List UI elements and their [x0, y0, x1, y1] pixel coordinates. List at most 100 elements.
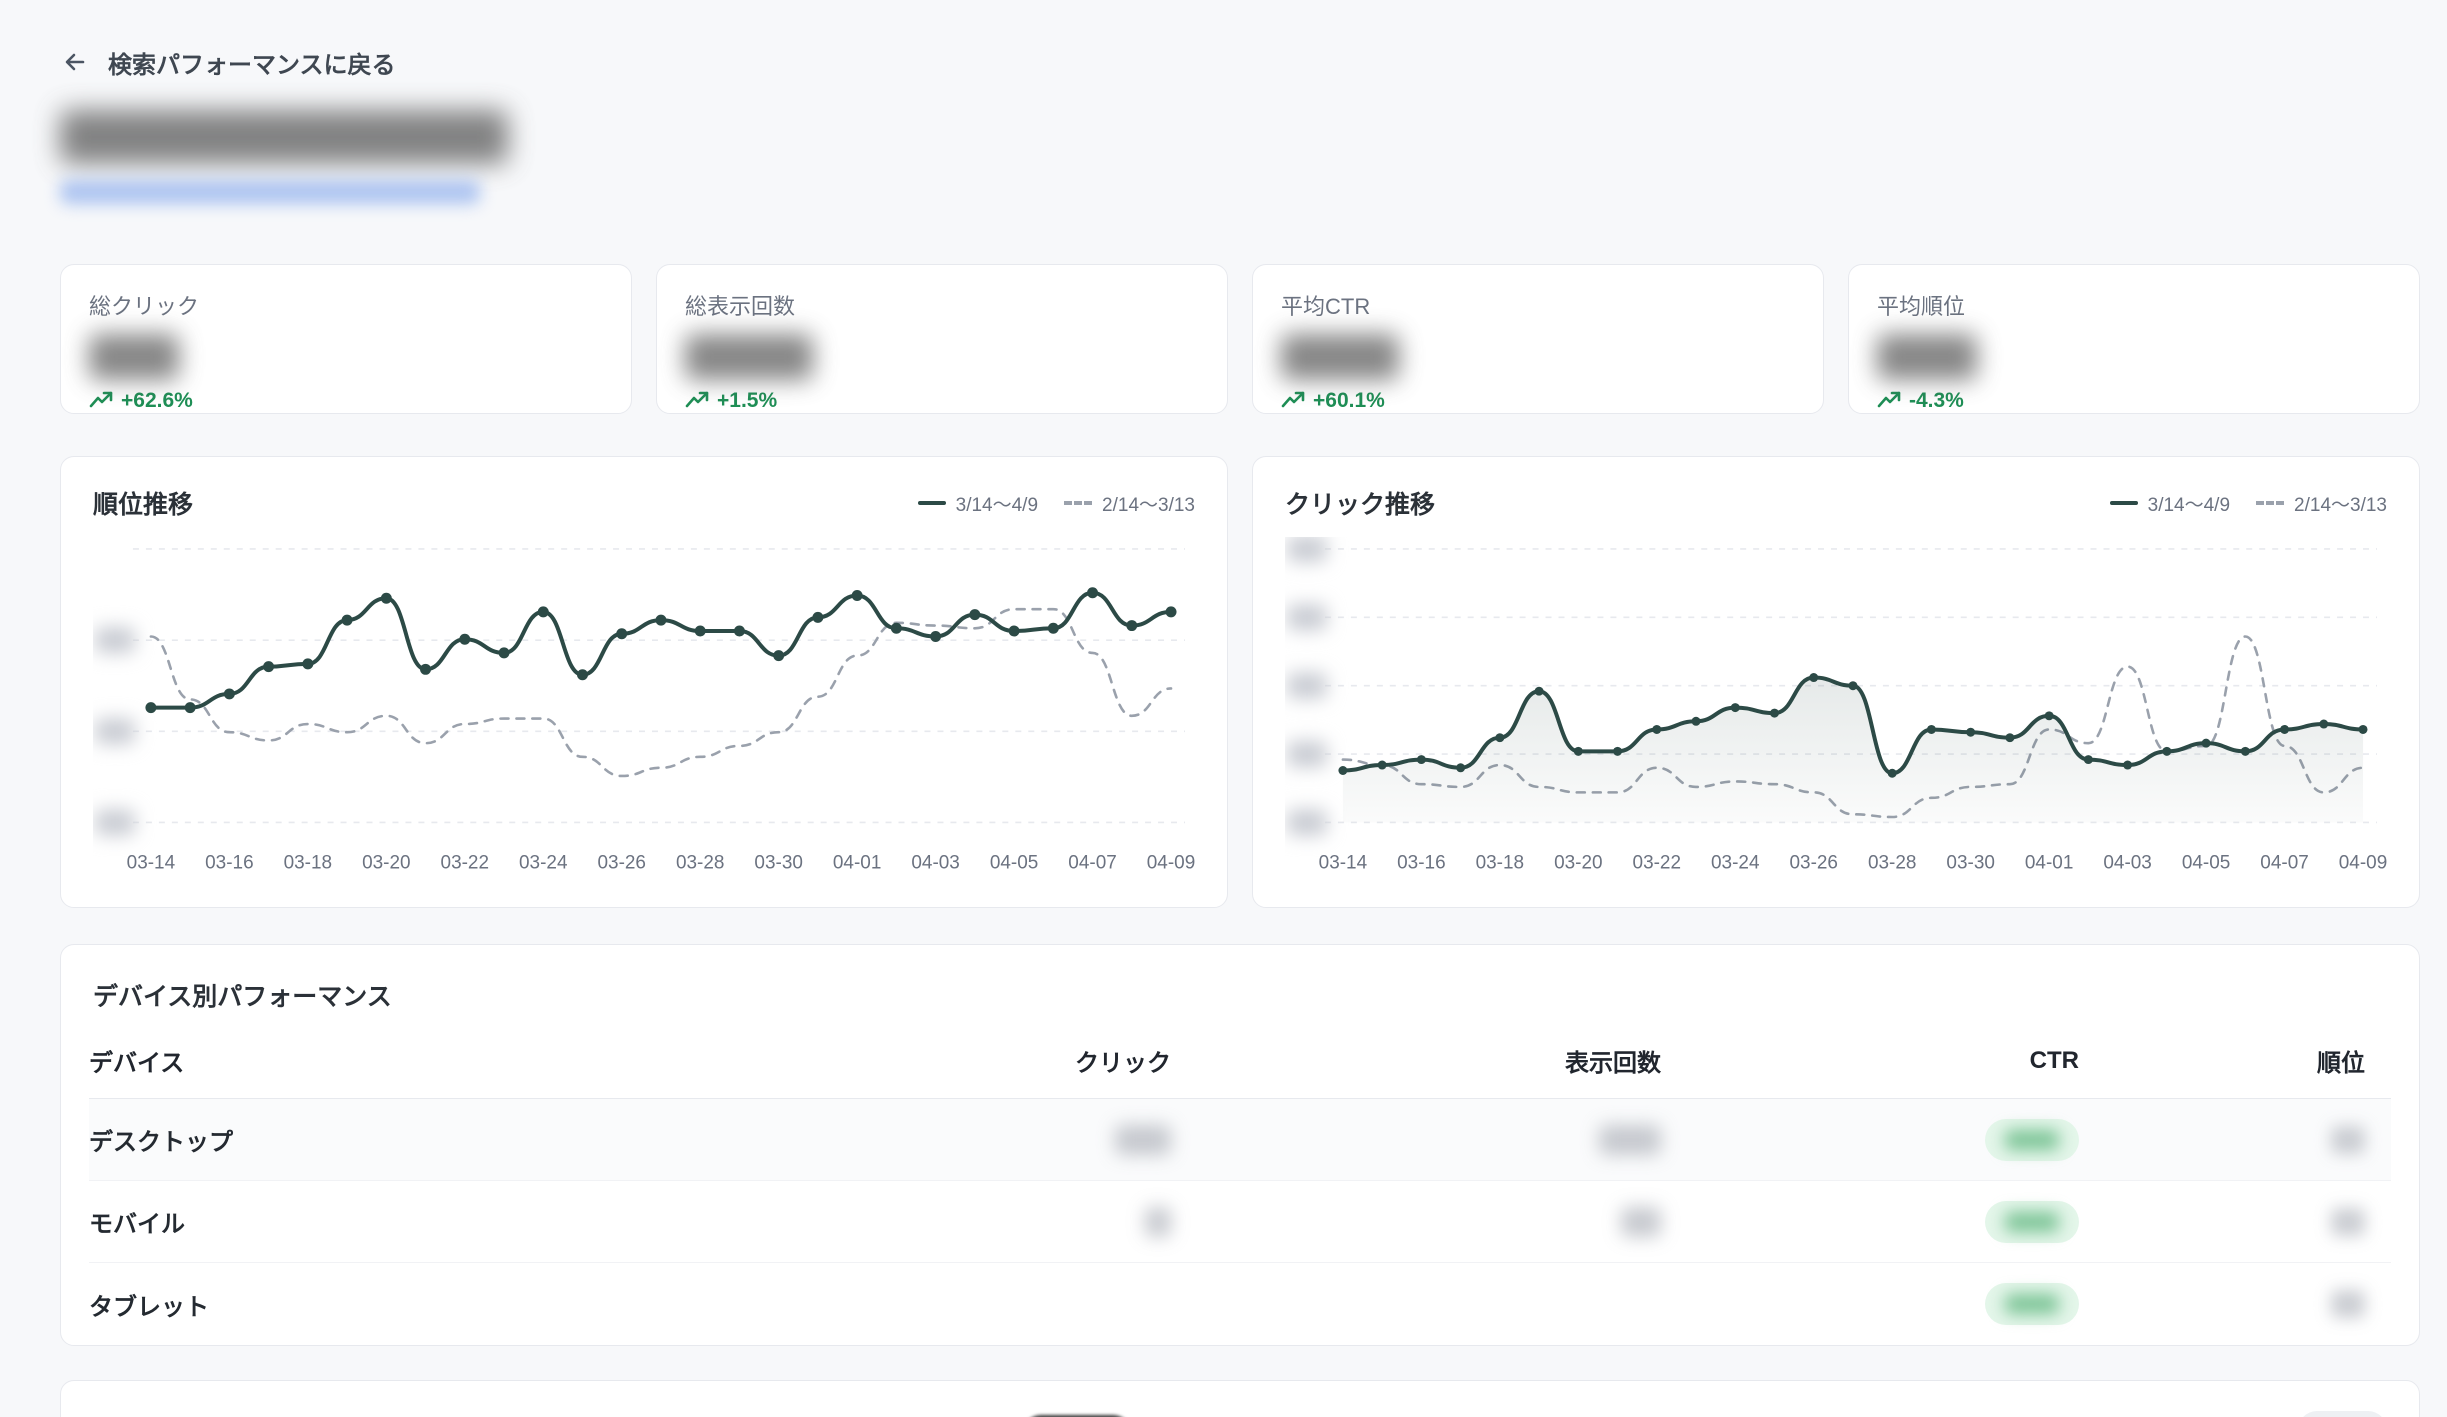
svg-text:03-24: 03-24: [519, 852, 567, 873]
impressions-value-redacted: [1621, 1206, 1661, 1237]
svg-text:03-30: 03-30: [1946, 852, 1994, 873]
svg-text:03-22: 03-22: [1633, 852, 1681, 873]
trending-up-icon: [89, 391, 113, 408]
svg-text:03-20: 03-20: [1554, 852, 1602, 873]
charts-row: 順位推移 3/14〜4/9 2/14〜3/13 03-14 03-16 03-18 0…: [60, 456, 2420, 908]
svg-text:04-01: 04-01: [833, 852, 881, 873]
page-title-redacted: [60, 110, 508, 164]
svg-text:03-30: 03-30: [754, 852, 802, 873]
svg-text:04-07: 04-07: [1068, 852, 1116, 873]
svg-text:03-20: 03-20: [362, 852, 410, 873]
rank-value-redacted: [2331, 1207, 2365, 1236]
legend-solid-line-swatch: [917, 501, 946, 505]
back-link[interactable]: 検索パフォーマンスに戻る: [60, 0, 2420, 82]
y-axis-label-redacted: [1287, 809, 1327, 836]
chart-title: クリック推移: [1285, 491, 1436, 519]
stat-change: -4.3%: [1877, 389, 2391, 413]
stat-change: +60.1%: [1281, 389, 1795, 413]
stat-change-value: +60.1%: [1313, 389, 1385, 412]
col-header-rank: 順位: [2317, 1050, 2365, 1077]
stat-value-redacted: [1877, 334, 1977, 380]
y-axis-label-redacted: [95, 627, 135, 654]
trending-up-icon: [1281, 391, 1305, 408]
device-label: デスクトップ: [89, 1129, 233, 1156]
svg-text:04-09: 04-09: [2339, 852, 2387, 873]
col-header-impressions: 表示回数: [1565, 1050, 1661, 1077]
svg-text:03-24: 03-24: [1711, 852, 1759, 873]
device-performance-title: デバイス別パフォーマンス: [93, 983, 392, 1011]
chart-legend: 3/14〜4/9 2/14〜3/13: [917, 490, 1195, 517]
stat-cards-row: 総クリック +62.6% 総表示回数 +1.5% 平均CTR +60.1%: [60, 264, 2420, 414]
stat-card-average-rank: 平均順位 -4.3%: [1848, 264, 2420, 414]
svg-text:03-14: 03-14: [1319, 852, 1367, 873]
stat-change-value: +62.6%: [121, 389, 193, 412]
legend-label-previous: 2/14〜3/13: [2294, 494, 2387, 516]
device-performance-card: デバイス別パフォーマンス デバイス クリック 表示回数 CTR 順位 デスクトッ…: [60, 944, 2420, 1346]
svg-text:03-18: 03-18: [284, 852, 332, 873]
svg-text:03-14: 03-14: [127, 852, 175, 873]
y-axis-label-redacted: [95, 718, 135, 745]
ctr-value-redacted: [2005, 1129, 2059, 1150]
table-row-tablet[interactable]: タブレット: [89, 1263, 2391, 1345]
y-axis-label-redacted: [95, 809, 135, 836]
stat-value-redacted: [1281, 334, 1399, 380]
rank-value-redacted: [2331, 1125, 2365, 1154]
col-header-device: デバイス: [89, 1050, 185, 1077]
svg-text:03-26: 03-26: [597, 852, 645, 873]
clicks-value-redacted: [1145, 1206, 1171, 1237]
legend-label-current: 3/14〜4/9: [2147, 494, 2231, 516]
stat-label: 平均順位: [1877, 294, 1966, 319]
redacted-pill: [1023, 1415, 1131, 1417]
line-chart-svg: 03-14 03-16 03-18 03-20 03-22 03-24 03-26 03-28…: [1287, 537, 2387, 873]
page-url-link-redacted[interactable]: [60, 180, 480, 204]
stat-change-value: +1.5%: [717, 389, 778, 412]
keyword-count-badge: 102件: [2297, 1411, 2387, 1417]
ctr-value-redacted: [2005, 1294, 2059, 1314]
stat-label: 平均CTR: [1281, 294, 1371, 319]
arrow-left-icon: [65, 53, 85, 71]
svg-text:04-01: 04-01: [2025, 852, 2073, 873]
legend-dashed-line-swatch: [2256, 501, 2285, 505]
line-chart-svg: 03-14 03-16 03-18 03-20 03-22 03-24 03-26 03-28…: [95, 548, 1195, 873]
svg-text:04-05: 04-05: [990, 852, 1038, 873]
stat-change: +1.5%: [685, 389, 1199, 413]
clicks-value-redacted: [1115, 1124, 1171, 1155]
chart-title: 順位推移: [93, 491, 194, 519]
svg-text:04-09: 04-09: [1147, 852, 1195, 873]
click-trend-card: クリック推移 3/14〜4/9 2/14〜3/13 03-14 03-16 03-1…: [1252, 456, 2420, 908]
table-row-desktop[interactable]: デスクトップ: [89, 1099, 2391, 1181]
svg-text:03-22: 03-22: [441, 852, 489, 873]
page: 検索パフォーマンスに戻る 総クリック +62.6% 総表示回数 +1.5% 平均…: [60, 0, 2420, 1417]
stat-value-redacted: [685, 334, 813, 380]
table-row-mobile[interactable]: モバイル: [89, 1181, 2391, 1263]
back-link-label: 検索パフォーマンスに戻る: [108, 51, 396, 79]
svg-text:03-28: 03-28: [676, 852, 724, 873]
svg-text:04-05: 04-05: [2182, 852, 2230, 873]
trending-up-icon: [685, 391, 709, 408]
legend-solid-line-swatch: [2109, 501, 2138, 505]
device-table-header: デバイス クリック 表示回数 CTR 順位: [89, 1043, 2391, 1099]
device-label: モバイル: [89, 1211, 185, 1238]
y-axis-label-redacted: [1287, 741, 1327, 768]
stat-card-total-clicks: 総クリック +62.6%: [60, 264, 632, 414]
svg-text:03-16: 03-16: [1397, 852, 1445, 873]
svg-text:03-18: 03-18: [1476, 852, 1524, 873]
impressions-value-redacted: [1599, 1124, 1661, 1155]
ctr-badge: [1985, 1283, 2079, 1325]
stat-value-redacted: [89, 334, 179, 380]
inbound-keywords-card[interactable]: 流入キーワード 102件: [60, 1380, 2420, 1417]
stat-card-average-ctr: 平均CTR +60.1%: [1252, 264, 1824, 414]
stat-label: 総表示回数: [685, 294, 796, 319]
click-trend-chart: 03-14 03-16 03-18 03-20 03-22 03-24 03-26 03-28…: [1285, 537, 2387, 874]
rank-trend-card: 順位推移 3/14〜4/9 2/14〜3/13 03-14 03-16 03-18 0…: [60, 456, 1228, 908]
rank-value-redacted: [2331, 1290, 2365, 1318]
svg-text:04-03: 04-03: [2103, 852, 2151, 873]
stat-label: 総クリック: [89, 294, 200, 319]
stat-change-value: -4.3%: [1909, 389, 1964, 412]
svg-text:03-16: 03-16: [205, 852, 253, 873]
y-axis-label-redacted: [1287, 604, 1327, 631]
col-header-clicks: クリック: [1075, 1050, 1171, 1077]
rank-trend-chart: 03-14 03-16 03-18 03-20 03-22 03-24 03-26 03-28…: [93, 537, 1195, 874]
svg-text:04-07: 04-07: [2260, 852, 2308, 873]
legend-label-current: 3/14〜4/9: [955, 494, 1039, 516]
